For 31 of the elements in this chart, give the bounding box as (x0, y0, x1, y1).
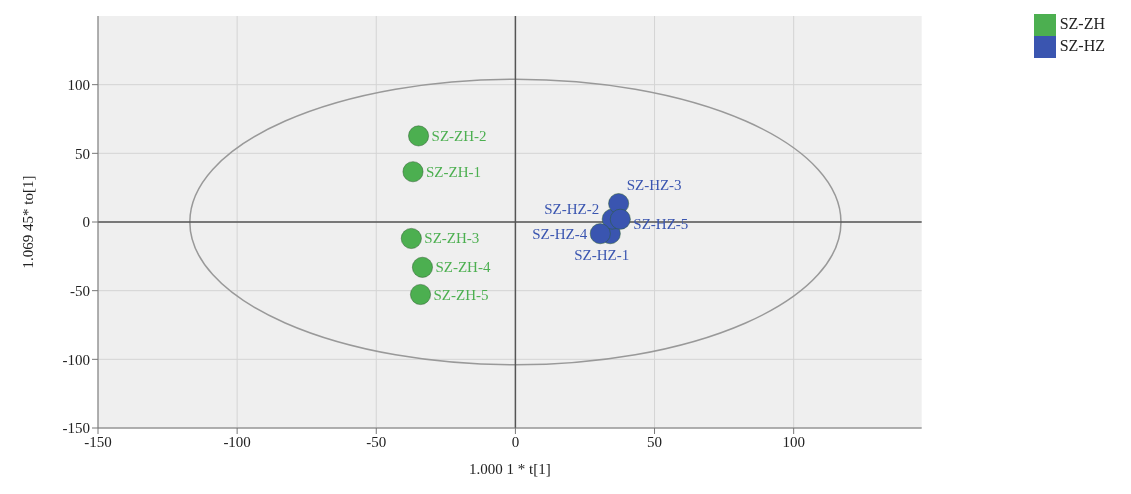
x-tick-label: 50 (647, 433, 663, 450)
y-tick-label: 50 (75, 145, 90, 162)
data-label: SZ-ZH-1 (426, 163, 481, 180)
x-tick-label: -100 (223, 433, 251, 450)
data-label: SZ-HZ-2 (544, 201, 600, 218)
x-axis-title: 1.000 1 * t[1] (469, 461, 551, 477)
point (407, 125, 430, 147)
data-label: SZ-ZH-3 (424, 230, 480, 247)
data-label: SZ-HZ-3 (626, 176, 682, 193)
data-label: SZ-HZ-1 (574, 246, 630, 263)
data-label: SZ-ZH-2 (431, 127, 487, 144)
y-axis-title: 1.069 45* to[1] (20, 175, 37, 269)
point (409, 283, 432, 306)
y-tick-label: 100 (67, 76, 90, 93)
y-tick-label: -50 (70, 282, 90, 299)
x-tick-label: 100 (782, 433, 805, 450)
point (589, 223, 611, 245)
point (400, 227, 422, 250)
point (402, 161, 424, 183)
x-tick-label: 0 (511, 433, 520, 450)
y-tick-label: -150 (62, 420, 90, 437)
x-tick-label: -50 (366, 433, 387, 450)
point (609, 208, 631, 230)
data-label: SZ-ZH-5 (433, 286, 489, 303)
data-label: SZ-HZ-4 (532, 225, 588, 242)
y-tick-label: -100 (62, 351, 90, 368)
point (411, 256, 434, 278)
legend-label: SZ-ZH (1059, 14, 1105, 32)
y-tick-label: 0 (82, 214, 90, 231)
data-label: SZ-ZH-4 (435, 259, 491, 276)
legend-label: SZ-HZ (1059, 36, 1105, 54)
